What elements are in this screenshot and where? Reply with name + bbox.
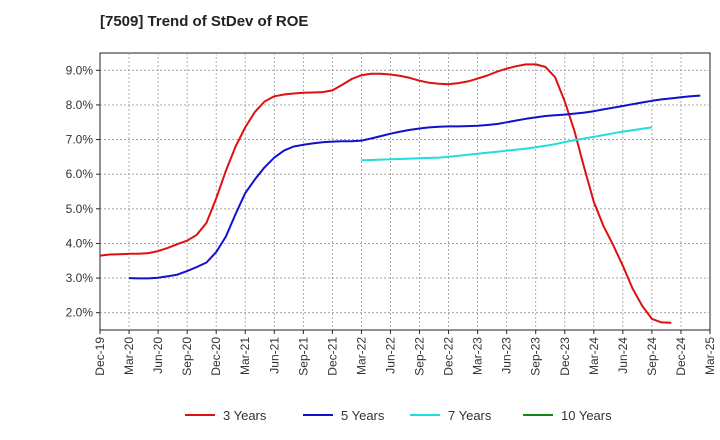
- x-tick-label: Jun-23: [500, 337, 514, 374]
- y-tick-label: 5.0%: [66, 202, 94, 216]
- plot-area: [99, 52, 711, 331]
- x-tick-label: Jun-22: [383, 337, 397, 374]
- y-tick-label: 6.0%: [66, 167, 94, 181]
- x-tick-label: Sep-21: [296, 337, 310, 376]
- y-tick-label: 7.0%: [66, 133, 94, 147]
- x-tick-label: Mar-23: [471, 337, 485, 375]
- x-tick-label: Sep-22: [413, 337, 427, 376]
- x-tick-label: Jun-20: [151, 337, 165, 374]
- x-tick-label: Dec-22: [442, 337, 456, 376]
- x-tick-label: Dec-20: [209, 337, 223, 376]
- legend-label-5-years: 5 Years: [341, 408, 385, 423]
- x-tick-label: Mar-24: [587, 337, 601, 375]
- y-axis-ticks: 2.0% 3.0% 4.0% 5.0% 6.0% 7.0% 8.0% 9.0%: [66, 63, 100, 320]
- x-axis-ticks: Dec-19 Mar-20 Jun-20 Sep-20 Dec-20 Mar-21 Jun-…: [93, 330, 717, 376]
- x-tick-label: Mar-20: [122, 337, 136, 375]
- x-tick-label: Dec-19: [93, 337, 107, 376]
- legend: 3 Years 5 Years 7 Years 10 Years: [185, 408, 612, 423]
- x-tick-label: Sep-20: [180, 337, 194, 376]
- series-line-5-years: [128, 94, 701, 280]
- y-tick-label: 4.0%: [66, 236, 94, 250]
- x-tick-label: Sep-24: [645, 337, 659, 376]
- x-tick-label: Dec-21: [325, 337, 339, 376]
- y-tick-label: 9.0%: [66, 63, 94, 77]
- series-line-3-years: [99, 63, 672, 324]
- y-tick-label: 3.0%: [66, 271, 94, 285]
- x-tick-label: Mar-25: [703, 337, 717, 375]
- x-tick-label: Jun-24: [616, 337, 630, 374]
- x-tick-label: Dec-23: [558, 337, 572, 376]
- x-tick-label: Jun-21: [267, 337, 281, 374]
- x-tick-label: Dec-24: [674, 337, 688, 376]
- x-tick-label: Mar-22: [354, 337, 368, 375]
- x-tick-label: Mar-21: [238, 337, 252, 375]
- chart-title: [7509] Trend of StDev of ROE: [100, 13, 309, 30]
- series-line-7-years: [361, 126, 653, 162]
- legend-label-7-years: 7 Years: [448, 408, 492, 423]
- y-tick-label: 8.0%: [66, 98, 94, 112]
- legend-label-10-years: 10 Years: [561, 408, 612, 423]
- grid-layer: [100, 53, 710, 330]
- x-tick-label: Sep-23: [529, 337, 543, 376]
- y-tick-label: 2.0%: [66, 306, 94, 320]
- legend-label-3-years: 3 Years: [223, 408, 267, 423]
- series-layer: [99, 63, 701, 324]
